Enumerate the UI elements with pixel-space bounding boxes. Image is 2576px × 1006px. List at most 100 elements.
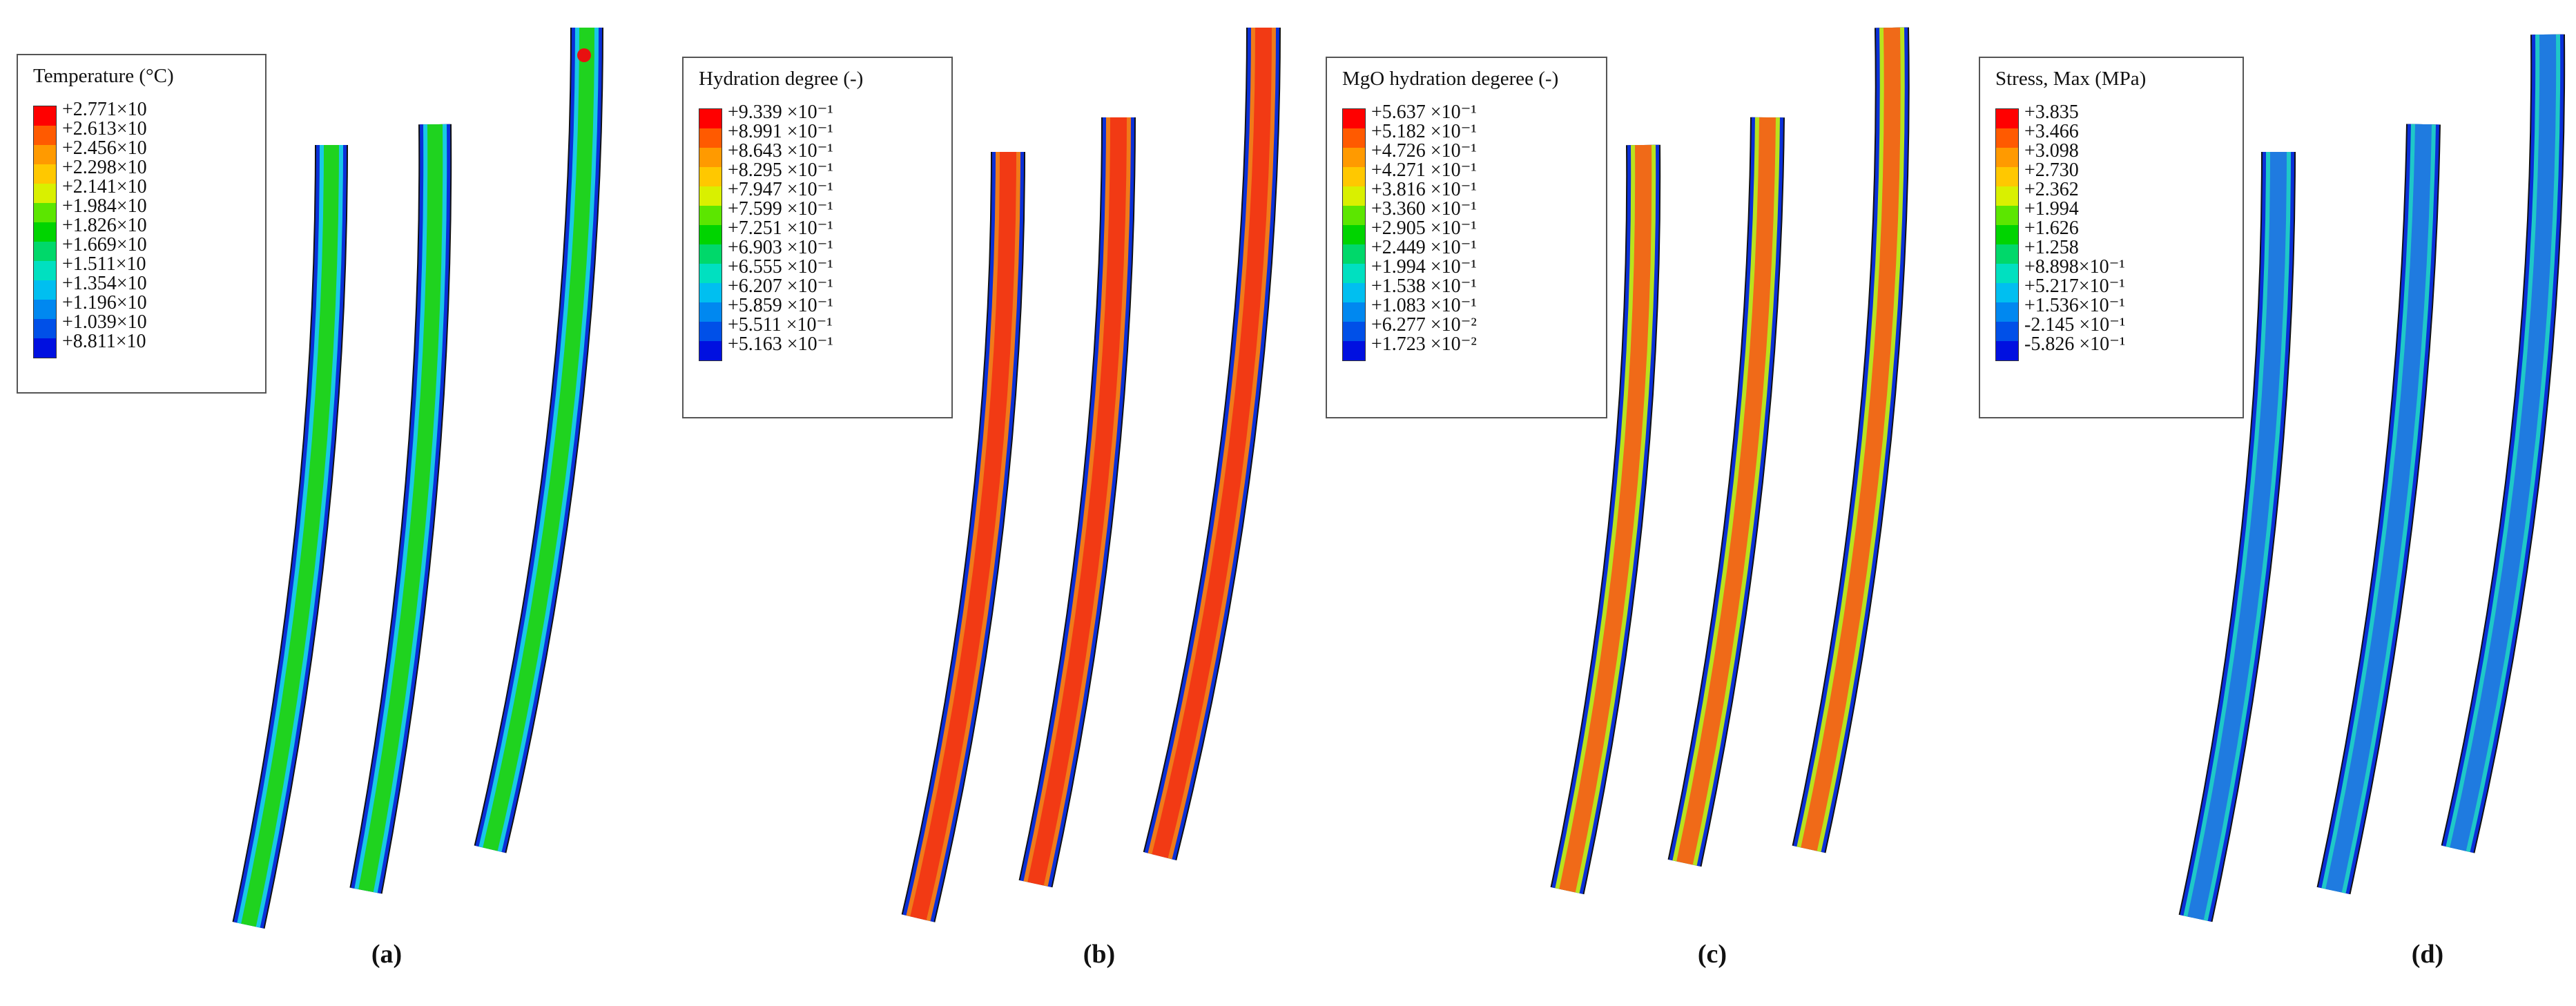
legend-value: +5.859 ×10⁻¹ xyxy=(728,295,833,316)
legend-value: +5.182 ×10⁻¹ xyxy=(1371,121,1477,142)
legend-value: +8.295 ×10⁻¹ xyxy=(728,159,833,181)
legend-value: +6.903 ×10⁻¹ xyxy=(728,237,833,258)
legend-value: +1.826×10 xyxy=(62,215,147,236)
member-b-2 xyxy=(1018,117,1136,888)
legend-swatch xyxy=(33,164,57,184)
legend-swatch xyxy=(33,184,57,203)
legend-value: +2.771×10 xyxy=(62,99,147,120)
legend-swatch xyxy=(33,300,57,319)
panel-d: Stress, Max (MPa) +3.835 +3.466 +3.098 +2.7… xyxy=(1930,0,2574,1006)
legend-values: +3.835 +3.466 +3.098 +2.730 +2.362 +1.994 +1.6… xyxy=(2024,103,2125,354)
legend-swatch xyxy=(1995,341,2019,361)
legend-value: +2.730 xyxy=(2024,159,2079,181)
legend-value: +1.258 xyxy=(2024,237,2079,258)
legend-swatch xyxy=(1995,283,2019,302)
legend-value: +8.898×10⁻¹ xyxy=(2024,256,2125,278)
legend-title: Stress, Max (MPa) xyxy=(1995,68,2147,90)
legend-value: +6.277 ×10⁻² xyxy=(1371,314,1477,336)
legend-value: +1.723 ×10⁻² xyxy=(1371,333,1477,355)
legend-swatch xyxy=(699,322,722,341)
legend-value: -2.145 ×10⁻¹ xyxy=(2024,314,2126,336)
legend-swatch xyxy=(1342,148,1366,167)
legend-values: +9.339 ×10⁻¹ +8.991 ×10⁻¹ +8.643 ×10⁻¹ +8.2… xyxy=(728,103,833,354)
legend-swatch xyxy=(1995,225,2019,244)
legend-value: +9.339 ×10⁻¹ xyxy=(728,101,833,123)
legend-value: +6.555 ×10⁻¹ xyxy=(728,256,833,278)
legend-value: +8.991 ×10⁻¹ xyxy=(728,121,833,142)
member-b-3 xyxy=(1143,27,1281,861)
legend-value: +2.141×10 xyxy=(62,176,147,197)
legend-swatch xyxy=(1342,108,1366,128)
legend-value: +4.726 ×10⁻¹ xyxy=(1371,140,1477,162)
legend-swatch xyxy=(699,167,722,186)
legend-swatch xyxy=(33,280,57,300)
legend-swatch xyxy=(699,302,722,322)
color-scale xyxy=(33,106,57,358)
caption-a: (a) xyxy=(371,940,403,969)
legend-value: -5.826 ×10⁻¹ xyxy=(2024,333,2126,355)
member-d-2 xyxy=(2316,124,2441,895)
legend-swatch xyxy=(1995,302,2019,322)
legend-value: +2.298×10 xyxy=(62,157,147,178)
legend-value: +8.811×10 xyxy=(62,331,146,352)
legend-value: +2.456×10 xyxy=(62,137,147,159)
legend-swatch xyxy=(1342,206,1366,225)
legend-swatch xyxy=(33,338,57,358)
legend-swatch xyxy=(1342,283,1366,302)
legend-value: +3.360 ×10⁻¹ xyxy=(1371,198,1477,220)
legend-value: +2.905 ×10⁻¹ xyxy=(1371,217,1477,239)
legend-value: +1.536×10⁻¹ xyxy=(2024,295,2125,316)
member-a-3 xyxy=(474,27,603,853)
legend-swatch xyxy=(1995,322,2019,341)
legend-swatch xyxy=(33,261,57,280)
legend-stress: Stress, Max (MPa) +3.835 +3.466 +3.098 +2.7… xyxy=(1979,57,2244,418)
member-c-2 xyxy=(1667,117,1785,867)
legend-swatch xyxy=(1995,264,2019,283)
panel-b: Hydration degree (-) +9.339 ×10⁻¹ +8.991 … xyxy=(643,0,1287,1006)
legend-value: +4.271 ×10⁻¹ xyxy=(1371,159,1477,181)
legend-value: +3.816 ×10⁻¹ xyxy=(1371,179,1477,200)
legend-swatch xyxy=(1995,148,2019,167)
member-d-1 xyxy=(2178,151,2296,922)
legend-swatch xyxy=(699,283,722,302)
legend-value: +2.449 ×10⁻¹ xyxy=(1371,237,1477,258)
legend-swatch xyxy=(1342,225,1366,244)
legend-values: +2.771×10 +2.613×10 +2.456×10 +2.298×10 +2.1… xyxy=(62,100,147,351)
caption-b: (b) xyxy=(1083,940,1116,969)
legend-temperature: Temperature (°C) +2.771×10 +2.613×10 +2.45… xyxy=(17,54,267,394)
caption-d: (d) xyxy=(2411,940,2444,969)
legend-swatch xyxy=(33,242,57,261)
legend-swatch xyxy=(699,225,722,244)
member-c-3 xyxy=(1792,27,1910,853)
member-b-1 xyxy=(901,151,1025,922)
legend-value: +6.207 ×10⁻¹ xyxy=(728,275,833,297)
legend-value: +3.098 xyxy=(2024,140,2079,162)
legend-value: +5.637 ×10⁻¹ xyxy=(1371,101,1477,123)
legend-value: +5.163 ×10⁻¹ xyxy=(728,333,833,355)
legend-title: Hydration degree (-) xyxy=(699,68,864,90)
legend-swatch xyxy=(33,126,57,145)
legend-swatch xyxy=(33,222,57,242)
member-a-1 xyxy=(232,144,348,929)
legend-swatch xyxy=(1995,108,2019,128)
panel-a: Temperature (°C) +2.771×10 +2.613×10 +2.45… xyxy=(0,0,643,1006)
legend-swatch xyxy=(699,341,722,361)
legend-swatch xyxy=(699,244,722,264)
legend-value: +1.511×10 xyxy=(62,253,146,275)
legend-swatch xyxy=(1995,186,2019,206)
legend-value: +1.538 ×10⁻¹ xyxy=(1371,275,1477,297)
legend-swatch xyxy=(1342,244,1366,264)
member-d-3 xyxy=(2441,34,2566,853)
legend-value: +2.362 xyxy=(2024,179,2079,200)
legend-swatch xyxy=(33,203,57,222)
legend-swatch xyxy=(1342,341,1366,361)
legend-value: +1.083 ×10⁻¹ xyxy=(1371,295,1477,316)
legend-value: +5.511 ×10⁻¹ xyxy=(728,314,833,336)
legend-value: +2.613×10 xyxy=(62,118,147,139)
member-c-1 xyxy=(1550,144,1661,895)
legend-swatch xyxy=(699,206,722,225)
color-scale xyxy=(1342,108,1366,361)
legend-swatch xyxy=(1995,167,2019,186)
legend-value: +1.669×10 xyxy=(62,234,147,255)
legend-value: +8.643 ×10⁻¹ xyxy=(728,140,833,162)
